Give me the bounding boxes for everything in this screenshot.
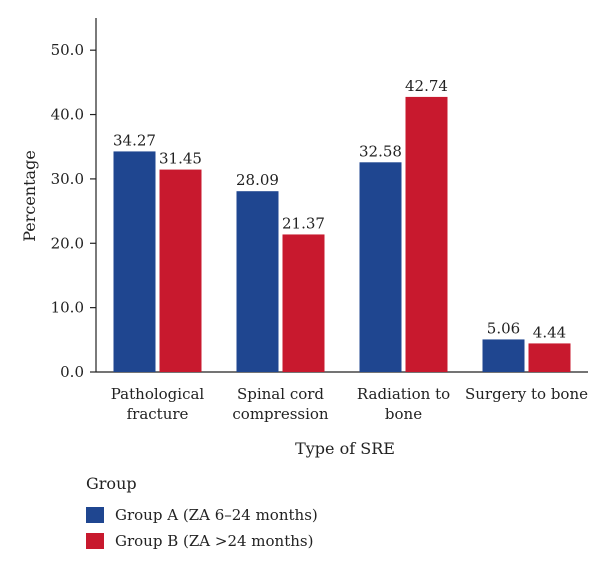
bar-group-b — [528, 343, 571, 372]
y-tick-label: 0.0 — [60, 363, 84, 381]
legend: Group Group A (ZA 6–24 months) Group B (… — [86, 474, 318, 554]
legend-swatch-group-a — [86, 507, 104, 523]
data-label: 34.27 — [113, 131, 156, 149]
bar-group-a — [482, 339, 525, 372]
legend-swatch-group-b — [86, 533, 104, 549]
y-tick-label: 50.0 — [51, 41, 84, 59]
data-label: 31.45 — [159, 150, 202, 168]
bar-group-b — [282, 234, 325, 372]
data-label: 4.44 — [533, 323, 566, 341]
bar-group-a — [359, 162, 402, 372]
legend-title: Group — [86, 474, 137, 493]
x-category-label: compression — [232, 405, 329, 423]
bar-group-a — [113, 151, 156, 372]
data-label: 5.06 — [487, 319, 520, 337]
x-category-label: fracture — [127, 405, 189, 423]
bar-group-a — [236, 191, 279, 372]
x-category-label: Spinal cord — [237, 385, 324, 403]
x-category-label: Surgery to bone — [465, 385, 588, 403]
y-tick-label: 20.0 — [51, 234, 84, 252]
x-category-label: bone — [385, 405, 422, 423]
legend-label-group-b: Group B (ZA >24 months) — [115, 532, 314, 550]
x-category-label: Radiation to — [357, 385, 450, 403]
legend-item-group-a: Group A (ZA 6–24 months) — [86, 502, 318, 528]
data-label: 42.74 — [405, 77, 448, 95]
legend-label-group-a: Group A (ZA 6–24 months) — [115, 506, 318, 524]
y-axis: 0.0 10.0 20.0 30.0 40.0 50.0 — [51, 18, 97, 381]
x-axis: Pathological fracture Spinal cord compressi… — [96, 371, 588, 423]
data-label: 32.58 — [359, 142, 402, 160]
y-tick-label: 40.0 — [51, 106, 84, 124]
bar-group-b — [159, 169, 202, 372]
x-category-label: Pathological — [111, 385, 205, 403]
bar-chart: 0.0 10.0 20.0 30.0 40.0 50.0 Pathological frac… — [20, 18, 588, 458]
y-tick-label: 30.0 — [51, 170, 84, 188]
bar-group-b — [405, 96, 448, 372]
data-label: 21.37 — [282, 214, 325, 232]
data-label: 28.09 — [236, 171, 279, 189]
y-axis-title: Percentage — [20, 150, 39, 242]
x-axis-title: Type of SRE — [295, 439, 395, 458]
y-tick-label: 10.0 — [51, 299, 84, 317]
legend-item-group-b: Group B (ZA >24 months) — [86, 528, 318, 554]
